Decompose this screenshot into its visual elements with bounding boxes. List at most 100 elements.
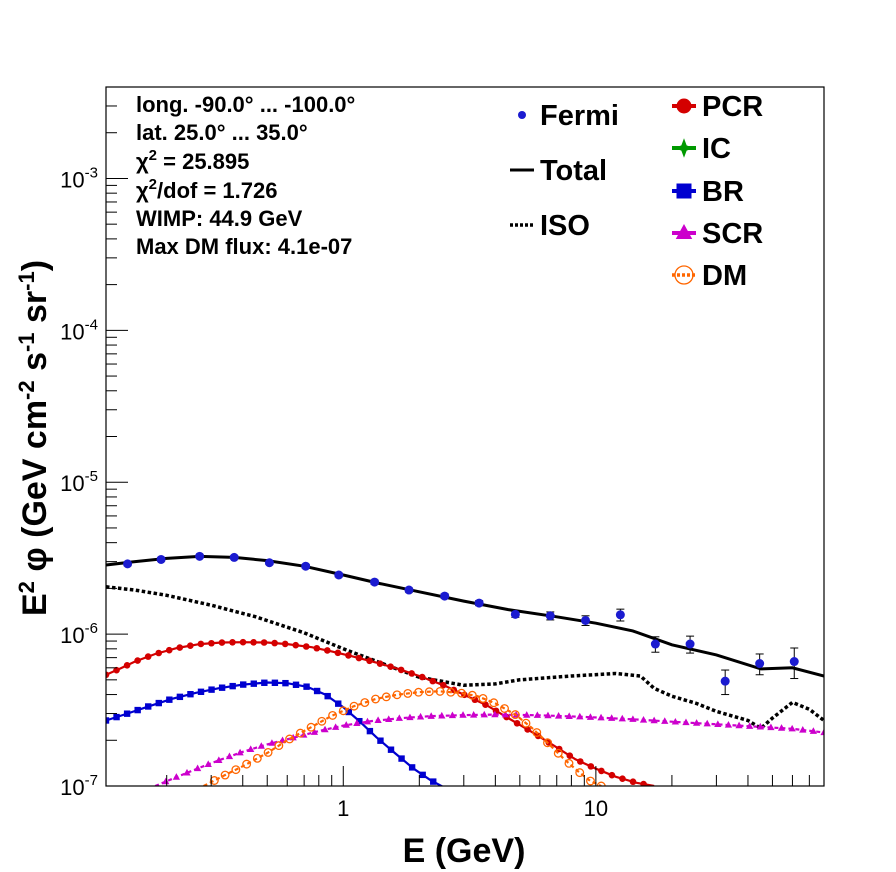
point-br (197, 688, 205, 695)
point-br (292, 681, 300, 688)
point-pcr (587, 763, 595, 770)
point-pcr (271, 639, 278, 647)
point-br (398, 755, 405, 762)
info-chi2dof-symbol: χ (136, 178, 149, 203)
point-pcr (345, 652, 352, 659)
point-scr (820, 728, 824, 736)
point-pcr (113, 666, 120, 674)
point-pcr (281, 640, 289, 648)
point-scr (342, 721, 350, 728)
x-tick-label: 1 (337, 796, 349, 821)
point-dm (263, 747, 273, 757)
y-tick-label: 10-4 (60, 316, 98, 344)
legend-marker-pcr (676, 98, 692, 114)
point-scr (714, 720, 722, 727)
point-br (176, 693, 184, 701)
point-scr (215, 756, 223, 763)
point-dm (424, 687, 434, 697)
fermi-point (334, 570, 344, 580)
point-br (419, 771, 426, 779)
plot-area (106, 551, 824, 786)
fermi-point (789, 657, 799, 667)
point-pcr (239, 638, 247, 646)
info-max-dm-flux: Max DM flux: 4.1e-07 (136, 234, 352, 259)
y-tick-label: 10-5 (60, 468, 98, 496)
fermi-point (156, 554, 166, 564)
point-dm (306, 722, 316, 732)
legend-label-scr: SCR (702, 218, 763, 250)
point-dm (414, 687, 423, 697)
legend-entry-scr: SCR (672, 218, 763, 250)
point-br (106, 717, 110, 724)
y-axis-title-sr: sr (16, 291, 54, 333)
point-dm (220, 770, 230, 780)
point-dm (209, 776, 219, 785)
fermi-point (510, 609, 520, 619)
point-pcr (313, 644, 321, 652)
legend-label-ic: IC (702, 133, 731, 165)
point-br (218, 684, 226, 691)
point-scr (470, 710, 478, 718)
point-scr (438, 711, 446, 719)
point-scr (385, 715, 393, 722)
point-scr (321, 725, 329, 733)
fermi-point (650, 639, 660, 649)
fermi-point (404, 585, 414, 595)
fermi-point (195, 551, 205, 561)
point-pcr (397, 666, 405, 674)
legend-label-total: Total (540, 155, 607, 187)
point-dm (532, 728, 542, 737)
y-axis-title-sr-sup: -1 (14, 271, 39, 291)
point-scr (650, 716, 658, 724)
point-br (145, 703, 152, 710)
point-scr (480, 710, 488, 718)
point-dm (295, 728, 305, 738)
point-scr (310, 728, 319, 735)
point-br (229, 682, 236, 690)
point-dm (328, 710, 338, 720)
point-dm (489, 698, 499, 708)
point-dm (446, 687, 456, 697)
fermi-point (229, 552, 239, 562)
point-scr (629, 715, 637, 722)
point-br (377, 737, 384, 744)
y-axis-title-close: ) (16, 260, 54, 271)
fermi-point (755, 659, 765, 669)
point-scr (183, 768, 191, 776)
point-scr (374, 716, 382, 724)
point-pcr (619, 775, 626, 782)
point-pcr (176, 644, 184, 651)
point-br (303, 683, 310, 690)
point-dm (381, 692, 391, 702)
point-scr (767, 723, 775, 731)
series-line-dm (203, 690, 602, 786)
info-chi2dof-value: /dof = 1.726 (157, 178, 277, 203)
legend-entry-pcr: PCR (672, 91, 763, 123)
point-dm (231, 765, 241, 775)
legend-marker-scr (675, 224, 693, 239)
point-pcr (566, 752, 574, 759)
point-dm (252, 753, 262, 763)
point-scr (353, 719, 361, 727)
fermi-point (581, 615, 591, 625)
point-dm (371, 694, 381, 704)
point-pcr (387, 663, 394, 671)
x-tick-label: 10 (584, 796, 608, 821)
point-scr (501, 710, 510, 718)
y-tick-label: 10-3 (60, 164, 98, 192)
point-scr (576, 712, 584, 720)
point-scr (735, 721, 743, 729)
y-axis-title-phi: φ (GeV cm (16, 400, 54, 581)
point-pcr (366, 657, 373, 665)
point-pcr (334, 649, 342, 657)
point-dm (553, 748, 563, 758)
legend-label-pcr: PCR (702, 91, 763, 123)
point-scr (746, 722, 754, 729)
info-chi2-dof: χ2/dof = 1.726 (136, 176, 277, 203)
point-scr (172, 773, 181, 780)
x-axis-title: E (GeV) (403, 832, 526, 870)
point-scr (257, 742, 265, 749)
point-pcr (229, 639, 236, 646)
point-pcr (355, 654, 363, 662)
